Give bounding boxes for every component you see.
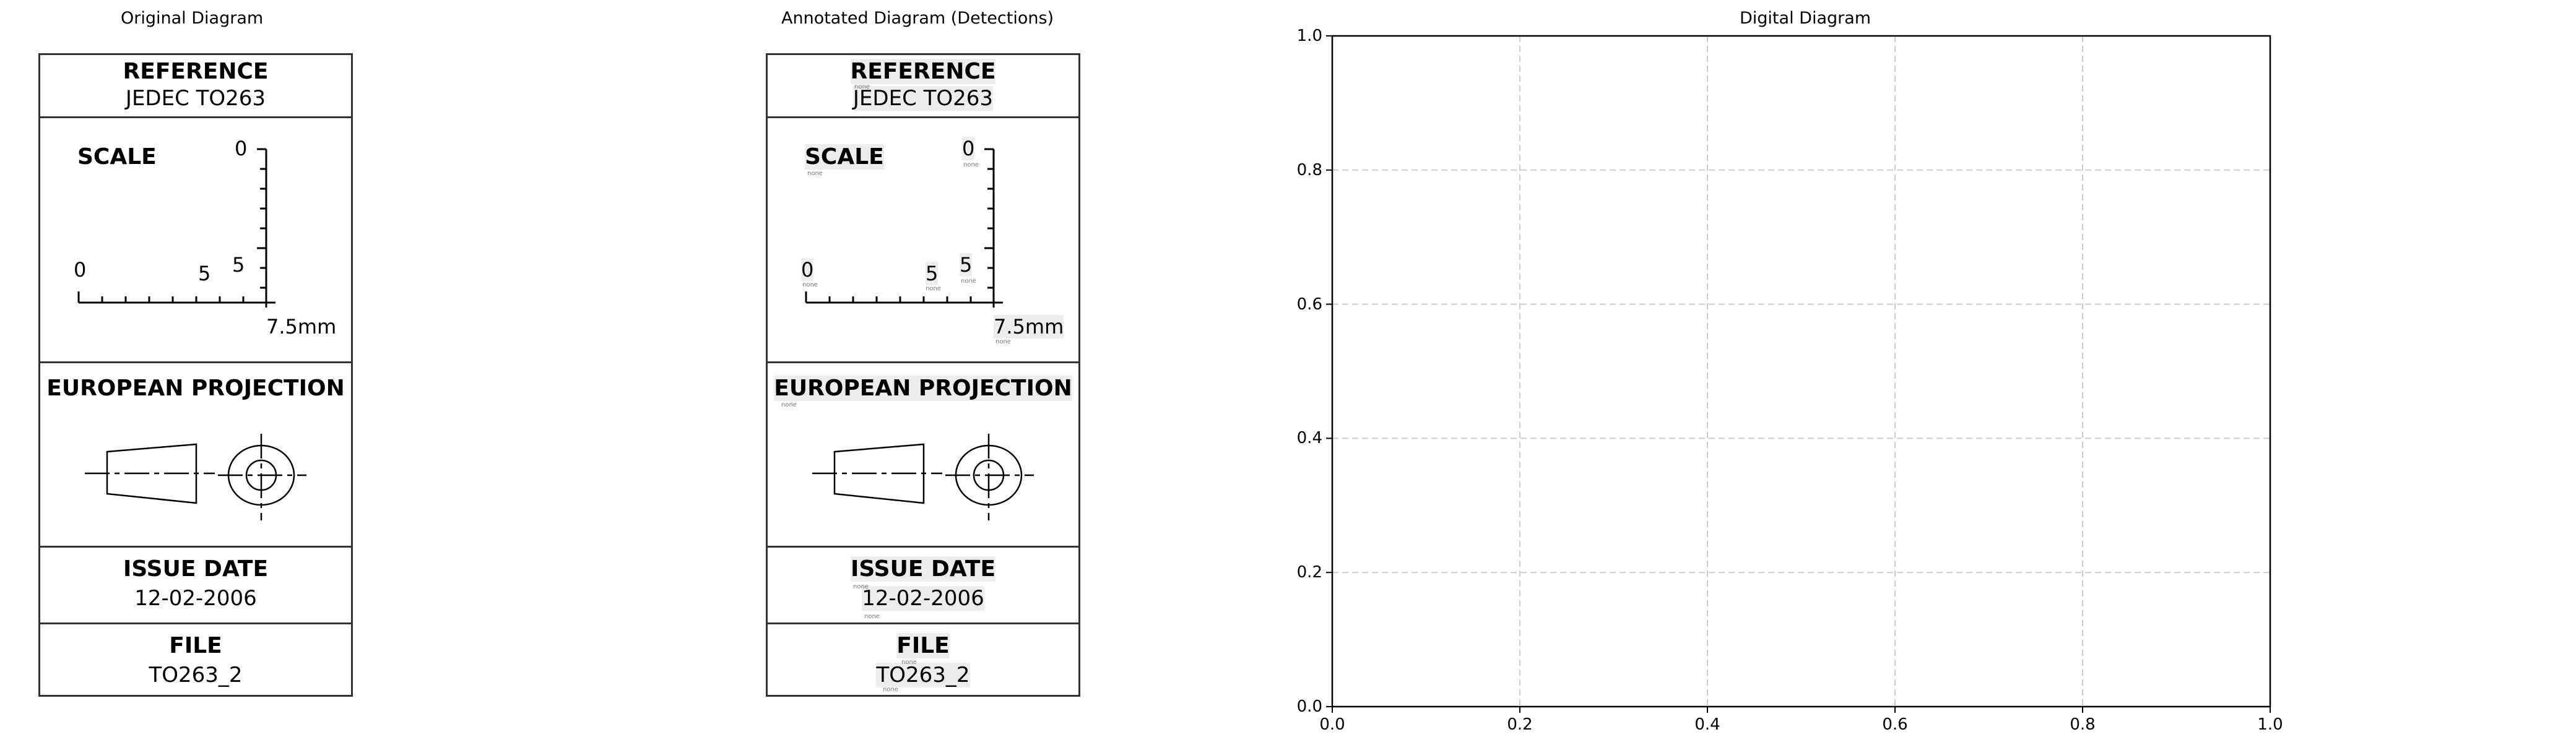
- annotated-file-section: FILE none TO263_2 none: [768, 624, 1078, 695]
- scale-right-five: 5: [232, 253, 245, 277]
- reference-value: JEDEC TO263: [125, 86, 266, 111]
- projection-section: EUROPEAN PROJECTION: [40, 363, 351, 548]
- scale-left-zero: 0: [74, 258, 87, 282]
- annotated-projection-section: EUROPEAN PROJECTION none: [768, 363, 1078, 548]
- digital-diagram-chart: 0.0 0.2 0.4 0.6 0.8 1.0 0.0 0.2 0.4 0.6 0.8 1.0: [1297, 27, 2283, 734]
- annotated-file-value: TO263_2: [876, 663, 970, 687]
- annotated-issue-wrapper: ISSUE DATE: [768, 556, 1078, 582]
- annotated-detection-tag: none: [864, 613, 880, 620]
- annotated-scale-unit: 7.5mm: [994, 315, 1064, 338]
- annotated-scale-right-five: 5: [960, 253, 973, 277]
- issue-date-section: ISSUE DATE 12-02-2006: [40, 548, 351, 624]
- x-tick-label: 0.2: [1507, 715, 1533, 734]
- european-projection-symbol: [85, 434, 306, 520]
- annotated-scale-section: SCALE none: [768, 118, 1078, 363]
- y-tick-label: 1.0: [1296, 27, 1322, 45]
- annotated-file-value-wrapper: TO263_2: [768, 663, 1078, 687]
- annotated-issue-value-wrapper: 12-02-2006: [768, 586, 1078, 611]
- scale-ruler: [77, 148, 275, 308]
- original-panel-title: Original Diagram: [121, 9, 264, 28]
- annotated-detection-tag: none: [802, 282, 818, 288]
- projection-label: EUROPEAN PROJECTION: [46, 376, 345, 401]
- digital-diagram-plot: [1326, 35, 2271, 713]
- x-tick-label: 0.8: [2070, 715, 2096, 734]
- annotated-detection-tag: none: [781, 402, 797, 408]
- annotated-reference-value-wrapper: JEDEC TO263: [768, 86, 1078, 111]
- annotated-reference-label: REFERENCE: [850, 59, 996, 84]
- digital-diagram-tick-labels: 0.0 0.2 0.4 0.6 0.8 1.0 0.0 0.2 0.4 0.6 0.8 1.0: [1297, 27, 2283, 734]
- file-label: FILE: [169, 633, 222, 658]
- annotated-scale-ruler: [805, 148, 1003, 308]
- annotated-projection-label: EUROPEAN PROJECTION: [774, 376, 1072, 401]
- annotated-issue-date-section: ISSUE DATE none 12-02-2006 none: [768, 548, 1078, 624]
- annotated-reference-section: REFERENCE none JEDEC TO263: [768, 55, 1078, 118]
- annotated-european-projection-symbol: [812, 434, 1034, 520]
- issue-date-value: 12-02-2006: [134, 586, 257, 611]
- original-title-block: REFERENCE JEDEC TO263 SCALE: [38, 53, 353, 697]
- annotated-reference-value: JEDEC TO263: [852, 86, 994, 111]
- y-tick-label: 0.0: [1296, 697, 1322, 716]
- annotated-projection-wrapper: EUROPEAN PROJECTION: [768, 376, 1078, 401]
- annotated-detection-tag: none: [963, 161, 979, 168]
- annotated-scale-label: SCALE: [805, 144, 884, 170]
- annotated-detection-tag: none: [807, 170, 823, 177]
- file-section: FILE TO263_2: [40, 624, 351, 695]
- y-tick-label: 0.2: [1296, 563, 1322, 582]
- y-tick-label: 0.4: [1296, 429, 1322, 448]
- plot-frame: [1331, 35, 2271, 708]
- x-tick-label: 0.0: [1319, 715, 1345, 734]
- digital-panel-title: Digital Diagram: [1740, 9, 1871, 28]
- annotated-detection-tag: none: [853, 584, 869, 590]
- annotated-scale-top-zero: 0: [962, 137, 975, 160]
- reference-label: REFERENCE: [123, 59, 269, 84]
- issue-date-label: ISSUE DATE: [123, 556, 269, 582]
- annotated-panel-title: Annotated Diagram (Detections): [781, 9, 1054, 28]
- file-value: TO263_2: [149, 663, 243, 687]
- x-tick-label: 0.4: [1694, 715, 1720, 734]
- annotated-scale-left-zero: 0: [801, 258, 814, 282]
- annotated-issue-date-label: ISSUE DATE: [850, 556, 996, 582]
- annotated-detection-tag: none: [854, 84, 870, 90]
- annotated-detection-tag: none: [901, 659, 917, 666]
- annotated-scale-middle-five: 5: [926, 262, 939, 285]
- annotated-file-wrapper: FILE: [768, 633, 1078, 658]
- annotated-issue-date-value: 12-02-2006: [862, 586, 984, 611]
- annotated-detection-tag: none: [961, 278, 976, 285]
- scale-section: SCALE 0: [40, 118, 351, 363]
- scale-unit: 7.5mm: [266, 315, 337, 338]
- annotated-file-label: FILE: [896, 633, 950, 658]
- annotated-detection-tag: none: [926, 285, 941, 292]
- y-tick-label: 0.6: [1296, 295, 1322, 314]
- scale-top-zero: 0: [235, 137, 248, 160]
- annotated-detection-tag: none: [995, 338, 1011, 345]
- annotated-detection-tag: none: [883, 686, 898, 693]
- reference-section: REFERENCE JEDEC TO263: [40, 55, 351, 118]
- x-tick-label: 1.0: [2257, 715, 2283, 734]
- annotated-title-block: REFERENCE none JEDEC TO263 SCALE none: [766, 53, 1080, 697]
- scale-middle-five: 5: [198, 262, 211, 285]
- annotated-reference-wrapper: REFERENCE: [768, 59, 1078, 84]
- scale-label: SCALE: [77, 144, 157, 170]
- x-tick-label: 0.6: [1882, 715, 1908, 734]
- y-tick-label: 0.8: [1296, 160, 1322, 179]
